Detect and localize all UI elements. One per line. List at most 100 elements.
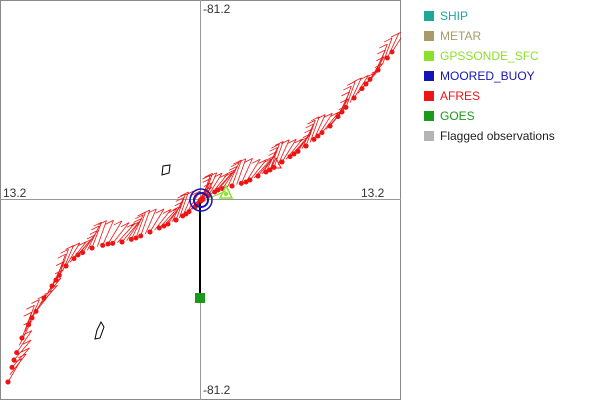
legend-item-ship[interactable]: SHIP (424, 6, 555, 26)
afres-observation-dot[interactable] (384, 55, 390, 61)
legend-item-flagged-observations[interactable]: Flagged observations (424, 126, 555, 146)
wind-barb-flag (26, 304, 35, 310)
afres-observation-dot[interactable] (33, 308, 39, 314)
wind-barb (149, 208, 165, 233)
afres-observation-dot[interactable] (255, 173, 261, 179)
legend-item-afres[interactable]: AFRES (424, 86, 555, 106)
afres-observation-dot[interactable] (212, 189, 218, 195)
afres-observation-dot[interactable] (173, 217, 179, 223)
afres-observation-dot[interactable] (19, 335, 25, 341)
gpssonde-marker[interactable] (218, 184, 234, 199)
afres-observation-dot[interactable] (49, 283, 55, 289)
wind-barb-flag (281, 139, 290, 145)
afres-observation-dot[interactable] (295, 148, 301, 154)
afres-observation-dot[interactable] (267, 167, 273, 173)
afres-observation-dot[interactable] (279, 159, 285, 165)
afres-observation-dot[interactable] (147, 229, 153, 235)
wind-barb-flag (155, 208, 165, 214)
afres-observation-dot[interactable] (359, 86, 365, 92)
wind-barb-flag (213, 172, 223, 178)
afres-observation-dot[interactable] (5, 379, 11, 385)
legend-item-goes[interactable]: GOES (424, 106, 555, 126)
wind-barb (231, 159, 242, 187)
wind-barb-flag (288, 138, 297, 144)
afres-observation-dot[interactable] (133, 235, 139, 241)
afres-observation-dot[interactable] (26, 322, 32, 328)
wind-barb (391, 37, 401, 53)
afres-observation-dot[interactable] (303, 143, 309, 149)
afres-observation-dot[interactable] (56, 272, 62, 278)
afres-observation-dot[interactable] (110, 240, 116, 246)
afres-observation-dot[interactable] (327, 123, 333, 129)
afres-observation-dot[interactable] (315, 133, 321, 139)
wind-barb-flag (233, 159, 242, 165)
afres-observation-dot[interactable] (161, 223, 167, 229)
wind-barb-flag (305, 123, 314, 129)
afres-observation-dot[interactable] (351, 95, 357, 101)
legend-swatch (424, 131, 434, 141)
afres-observation-dot[interactable] (311, 136, 317, 142)
wind-barb-flag (21, 347, 30, 353)
afres-observation-dot[interactable] (128, 236, 134, 242)
moored-buoy-marker[interactable] (193, 192, 209, 208)
afres-observation-dot[interactable] (389, 49, 395, 55)
afres-observation-dot[interactable] (53, 277, 59, 283)
afres-observation-dot[interactable] (165, 221, 171, 227)
wind-barb-flag (311, 116, 320, 122)
legend-label: METAR (440, 29, 482, 43)
afres-observation-dot[interactable] (41, 295, 47, 301)
afres-observation-dot[interactable] (80, 250, 86, 256)
wind-barb-flag (294, 138, 303, 144)
afres-observation-dot[interactable] (363, 81, 369, 87)
afres-observation-dot[interactable] (229, 183, 235, 189)
afres-observation-dot[interactable] (186, 209, 192, 215)
legend-item-gpssonde-sfc[interactable]: GPSSONDE_SFC (424, 46, 555, 66)
afres-observation-dot[interactable] (238, 180, 244, 186)
wind-barb-flag (390, 32, 399, 38)
legend-swatch (424, 11, 434, 21)
afres-observation-dot[interactable] (291, 151, 297, 157)
wind-barb (91, 222, 102, 249)
wind-barb (386, 33, 400, 59)
wind-barb-flag (229, 165, 238, 171)
legend-item-metar[interactable]: METAR (424, 26, 555, 46)
afres-observation-dot[interactable] (263, 169, 269, 175)
afres-observation-dot[interactable] (243, 179, 249, 185)
goes-marker[interactable] (195, 293, 205, 303)
afres-observation-dot[interactable] (14, 350, 20, 356)
afres-observation-dot[interactable] (335, 114, 341, 120)
afres-observation-dot[interactable] (105, 241, 111, 247)
wind-barb (281, 139, 297, 163)
afres-observation-dot[interactable] (63, 263, 69, 269)
afres-observation-dot[interactable] (339, 109, 345, 115)
wind-barb-flag (57, 253, 66, 259)
afres-observation-dot[interactable] (9, 364, 15, 370)
afres-observation-dot[interactable] (180, 213, 186, 219)
afres-observation-dot[interactable] (319, 130, 325, 136)
afres-observation-dot[interactable] (75, 252, 81, 258)
wind-barb-flag (317, 114, 326, 119)
afres-observation-dot[interactable] (71, 256, 77, 262)
wind-barb (96, 220, 107, 247)
legend-item-moored-buoy[interactable]: MOORED_BUOY (424, 66, 555, 86)
afres-observation-dot[interactable] (119, 239, 125, 245)
wind-barb (144, 208, 157, 235)
afres-observation-dot[interactable] (343, 104, 349, 110)
afres-observation-dot[interactable] (156, 225, 162, 231)
afres-observation-dot[interactable] (138, 233, 144, 239)
afres-observation-dot[interactable] (271, 164, 277, 170)
afres-observation-dot[interactable] (247, 177, 253, 183)
afres-observation-dot[interactable] (100, 242, 106, 248)
legend-label: AFRES (440, 89, 481, 103)
island-outline (94, 320, 105, 340)
legend-label: Flagged observations (440, 129, 555, 143)
afres-observation-dot[interactable] (375, 67, 381, 73)
afres-observation-dot[interactable] (89, 245, 95, 251)
afres-observation-dot[interactable] (29, 315, 35, 321)
afres-observation-dot[interactable] (367, 76, 373, 82)
afres-observation-dot[interactable] (11, 357, 17, 363)
afres-observation-dot[interactable] (287, 154, 293, 160)
wind-barb-flag (126, 222, 136, 228)
wind-barb-flag (237, 158, 247, 164)
wind-barb-flag (37, 294, 46, 300)
